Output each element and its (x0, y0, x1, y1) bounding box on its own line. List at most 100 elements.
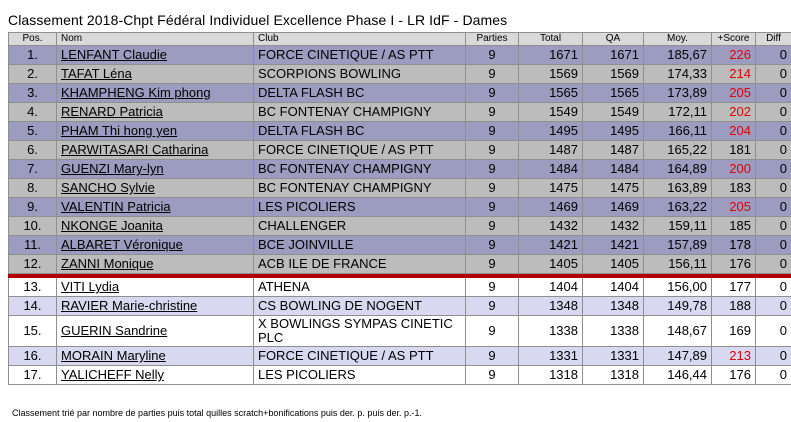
cell-qa: 1404 (582, 277, 644, 297)
header-score: +Score (711, 32, 756, 46)
cell-pos: 10. (8, 216, 57, 236)
player-link[interactable]: TAFAT Léna (61, 66, 132, 81)
cell-pos: 6. (8, 140, 57, 160)
player-link[interactable]: PHAM Thi hong yen (61, 123, 178, 138)
cell-diff: 0 (755, 121, 791, 141)
player-link[interactable]: VALENTIN Patricia (61, 199, 171, 214)
table-row: 11. ALBARET Véronique BCE JOINVILLE 9 1421 14… (8, 235, 791, 255)
cell-diff: 0 (755, 254, 791, 274)
player-link[interactable]: RAVIER Marie-christine (61, 298, 198, 313)
cell-parties: 9 (465, 45, 519, 65)
player-link[interactable]: MORAIN Maryline (61, 348, 166, 363)
cell-pos: 4. (8, 102, 57, 122)
cell-club: CHALLENGER (253, 216, 466, 236)
cell-diff: 0 (755, 315, 791, 347)
cell-nom: NKONGE Joanita (56, 216, 254, 236)
player-link[interactable]: PARWITASARI Catharina (61, 142, 209, 157)
player-link[interactable]: VITI Lydia (61, 279, 120, 294)
table-row: 10. NKONGE Joanita CHALLENGER 9 1432 1432 159,… (8, 216, 791, 236)
cell-pos: 9. (8, 197, 57, 217)
cell-pos: 13. (8, 277, 57, 297)
header-total: Total (518, 32, 583, 46)
cell-pos: 5. (8, 121, 57, 141)
header-nom: Nom (56, 32, 254, 46)
table-row: 3. KHAMPHENG Kim phong DELTA FLASH BC 9 1565… (8, 83, 791, 103)
header-pos: Pos. (8, 32, 57, 46)
cell-moy: 173,89 (643, 83, 712, 103)
cell-club: FORCE CINETIQUE / AS PTT (253, 346, 466, 366)
cell-parties: 9 (465, 140, 519, 160)
cell-total: 1432 (518, 216, 583, 236)
cell-moy: 159,11 (643, 216, 712, 236)
cell-club: FORCE CINETIQUE / AS PTT (253, 140, 466, 160)
cell-score: 185 (711, 216, 756, 236)
cell-parties: 9 (465, 102, 519, 122)
cell-score: 226 (711, 45, 756, 65)
player-link[interactable]: LENFANT Claudie (61, 47, 167, 62)
player-link[interactable]: GUERIN Sandrine (61, 323, 168, 338)
cell-score: 205 (711, 197, 756, 217)
cell-club: LES PICOLIERS (253, 197, 466, 217)
cell-diff: 0 (755, 365, 791, 385)
cell-score: 183 (711, 178, 756, 198)
cell-score: 202 (711, 102, 756, 122)
cell-club: LES PICOLIERS (253, 365, 466, 385)
cell-moy: 165,22 (643, 140, 712, 160)
player-link[interactable]: GUENZI Mary-lyn (61, 161, 164, 176)
cell-qa: 1475 (582, 178, 644, 198)
cell-diff: 0 (755, 178, 791, 198)
cell-pos: 3. (8, 83, 57, 103)
page-title: Classement 2018-Chpt Fédéral Individuel … (8, 12, 508, 28)
cell-pos: 8. (8, 178, 57, 198)
cell-total: 1338 (518, 315, 583, 347)
cell-club: ATHENA (253, 277, 466, 297)
cell-nom: GUENZI Mary-lyn (56, 159, 254, 179)
player-link[interactable]: KHAMPHENG Kim phong (61, 85, 211, 100)
cell-moy: 146,44 (643, 365, 712, 385)
cell-parties: 9 (465, 315, 519, 347)
cell-qa: 1549 (582, 102, 644, 122)
cell-parties: 9 (465, 64, 519, 84)
cell-parties: 9 (465, 216, 519, 236)
cell-moy: 163,22 (643, 197, 712, 217)
cell-qa: 1432 (582, 216, 644, 236)
cell-nom: VALENTIN Patricia (56, 197, 254, 217)
cell-total: 1348 (518, 296, 583, 316)
cell-qa: 1487 (582, 140, 644, 160)
cell-total: 1671 (518, 45, 583, 65)
cell-nom: YALICHEFF Nelly (56, 365, 254, 385)
table-row: 16. MORAIN Maryline FORCE CINETIQUE / AS P… (8, 346, 791, 366)
cell-score: 178 (711, 235, 756, 255)
player-link[interactable]: ALBARET Véronique (61, 237, 183, 252)
cell-diff: 0 (755, 140, 791, 160)
header-moy: Moy. (643, 32, 712, 46)
player-link[interactable]: SANCHO Sylvie (61, 180, 155, 195)
cell-diff: 0 (755, 197, 791, 217)
cell-score: 205 (711, 83, 756, 103)
player-link[interactable]: ZANNI Monique (61, 256, 154, 271)
cell-pos: 15. (8, 315, 57, 347)
cell-club: ACB ILE DE FRANCE (253, 254, 466, 274)
table-row: 7. GUENZI Mary-lyn BC FONTENAY CHAMPIGNY 9 1… (8, 159, 791, 179)
cell-nom: PHAM Thi hong yen (56, 121, 254, 141)
cell-parties: 9 (465, 121, 519, 141)
player-link[interactable]: NKONGE Joanita (61, 218, 163, 233)
cell-moy: 166,11 (643, 121, 712, 141)
cell-moy: 163,89 (643, 178, 712, 198)
cell-score: 177 (711, 277, 756, 297)
table-body: 1. LENFANT Claudie FORCE CINETIQUE / AS PT… (8, 45, 791, 385)
cell-total: 1404 (518, 277, 583, 297)
cell-moy: 185,67 (643, 45, 712, 65)
player-link[interactable]: RENARD Patricia (61, 104, 163, 119)
cell-total: 1475 (518, 178, 583, 198)
cell-parties: 9 (465, 83, 519, 103)
cell-diff: 0 (755, 216, 791, 236)
cell-diff: 0 (755, 159, 791, 179)
cell-parties: 9 (465, 178, 519, 198)
cell-pos: 2. (8, 64, 57, 84)
cell-moy: 147,89 (643, 346, 712, 366)
cell-moy: 156,11 (643, 254, 712, 274)
cell-nom: TAFAT Léna (56, 64, 254, 84)
cell-score: 176 (711, 365, 756, 385)
player-link[interactable]: YALICHEFF Nelly (61, 367, 165, 382)
